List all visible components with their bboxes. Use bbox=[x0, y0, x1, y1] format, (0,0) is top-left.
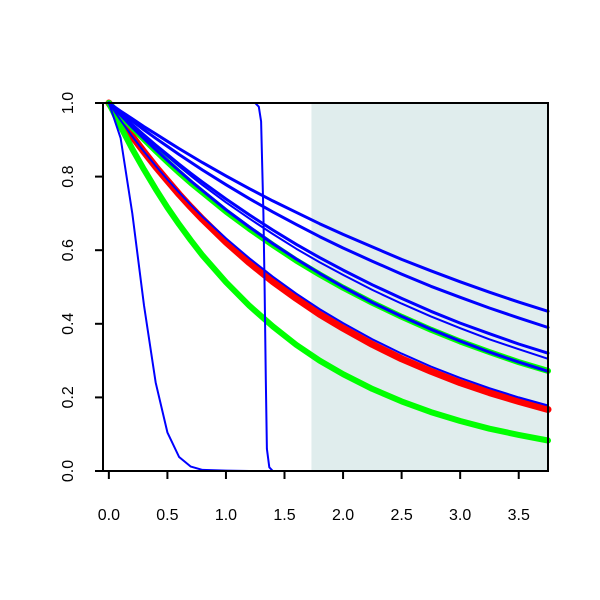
x-tick-label: 1.5 bbox=[273, 507, 295, 524]
y-tick-label: 0.0 bbox=[60, 460, 77, 482]
y-tick-label: 0.8 bbox=[60, 165, 77, 187]
x-tick-label: 2.0 bbox=[332, 507, 354, 524]
x-axis: 0.0 0.5 1.0 1.5 2.0 2.5 3.0 3.5 bbox=[98, 470, 530, 524]
x-tick-label: 0.0 bbox=[98, 507, 120, 524]
series-line-7 bbox=[107, 101, 550, 313]
series-line-2 bbox=[105, 100, 551, 444]
x-tick-label: 2.5 bbox=[390, 507, 412, 524]
series-line-step bbox=[108, 102, 548, 472]
series-line-8 bbox=[107, 102, 549, 360]
x-tick-label: 3.5 bbox=[508, 507, 530, 524]
y-tick-label: 1.0 bbox=[60, 92, 77, 114]
x-tick-label: 1.0 bbox=[215, 507, 237, 524]
y-axis: 0.0 0.2 0.4 0.6 0.8 1.0 bbox=[60, 92, 104, 482]
series-line-4 bbox=[107, 101, 550, 373]
y-tick-label: 0.4 bbox=[60, 313, 77, 335]
y-tick-label: 0.6 bbox=[60, 239, 77, 261]
series-line-9 bbox=[107, 102, 549, 407]
y-tick-label: 0.2 bbox=[60, 386, 77, 408]
x-tick-label: 0.5 bbox=[156, 507, 178, 524]
series-line-6 bbox=[107, 101, 550, 329]
x-tick-label: 3.0 bbox=[449, 507, 471, 524]
